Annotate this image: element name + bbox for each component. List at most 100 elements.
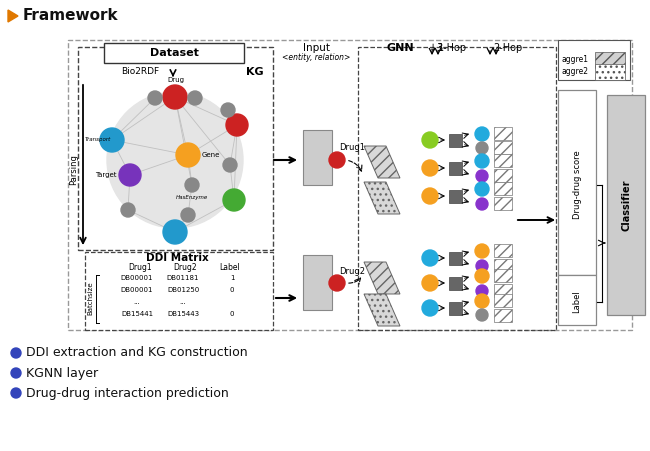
Text: KGNN layer: KGNN layer [26, 367, 98, 379]
Text: ...: ... [179, 299, 187, 305]
Text: Gene: Gene [202, 152, 220, 158]
Text: Drug-drug score: Drug-drug score [573, 151, 582, 219]
Bar [494, 244, 512, 257]
Circle shape [163, 220, 187, 244]
FancyBboxPatch shape [558, 40, 630, 80]
Text: Transport: Transport [84, 138, 111, 143]
Bar [448, 252, 461, 264]
Circle shape [475, 182, 489, 196]
Circle shape [121, 203, 135, 217]
Polygon shape [364, 294, 400, 326]
Text: GNN: GNN [386, 43, 414, 53]
Bar [448, 189, 461, 202]
Text: Drug2: Drug2 [339, 267, 365, 276]
Circle shape [422, 188, 438, 204]
Text: Classifier: Classifier [621, 179, 631, 231]
Text: DB01250: DB01250 [167, 287, 199, 293]
Circle shape [223, 189, 245, 211]
Bar [448, 133, 461, 147]
Text: Drug2: Drug2 [173, 263, 197, 272]
Circle shape [476, 170, 488, 182]
Bar [494, 127, 512, 140]
Circle shape [11, 348, 21, 358]
Bar [494, 197, 512, 210]
FancyBboxPatch shape [104, 43, 244, 63]
Bar [494, 284, 512, 297]
Text: Drug: Drug [168, 77, 185, 83]
Text: Parsing: Parsing [70, 155, 79, 185]
Text: DB00001: DB00001 [121, 275, 153, 281]
FancyBboxPatch shape [85, 252, 273, 330]
Bar [494, 309, 512, 322]
Text: aggre2: aggre2 [562, 68, 589, 77]
Bar [494, 169, 512, 182]
Text: Batchsize: Batchsize [87, 281, 93, 315]
Text: DB15443: DB15443 [167, 311, 199, 317]
Text: Label: Label [220, 263, 240, 272]
Circle shape [181, 208, 195, 222]
Text: DDI Matrix: DDI Matrix [146, 253, 209, 263]
Circle shape [475, 244, 489, 258]
Bar [595, 64, 625, 80]
Text: ...: ... [134, 299, 140, 305]
Circle shape [226, 114, 248, 136]
Text: DDI extraction and KG construction: DDI extraction and KG construction [26, 346, 248, 359]
Circle shape [176, 143, 200, 167]
FancyBboxPatch shape [303, 255, 332, 310]
Circle shape [422, 132, 438, 148]
Bar [494, 294, 512, 307]
Circle shape [11, 368, 21, 378]
Text: 0: 0 [229, 311, 234, 317]
Text: 0: 0 [229, 287, 234, 293]
Text: Drug1: Drug1 [128, 263, 152, 272]
Polygon shape [8, 10, 18, 22]
Bar [494, 259, 512, 272]
Circle shape [476, 309, 488, 321]
FancyBboxPatch shape [558, 275, 596, 325]
Bar [448, 302, 461, 314]
Text: Input: Input [302, 43, 330, 53]
Text: Drug-drug interaction prediction: Drug-drug interaction prediction [26, 387, 229, 400]
Circle shape [476, 198, 488, 210]
Text: DB01181: DB01181 [167, 275, 200, 281]
Bar [494, 141, 512, 154]
Circle shape [422, 250, 438, 266]
Bar [494, 182, 512, 195]
Circle shape [185, 178, 199, 192]
Text: DB00001: DB00001 [121, 287, 153, 293]
FancyBboxPatch shape [303, 130, 332, 185]
Text: <entity, relation>: <entity, relation> [282, 54, 350, 63]
Circle shape [188, 91, 202, 105]
Bar [494, 269, 512, 282]
Text: Drug1: Drug1 [339, 143, 365, 152]
FancyBboxPatch shape [558, 90, 596, 275]
Circle shape [100, 128, 124, 152]
Circle shape [148, 91, 162, 105]
Circle shape [107, 92, 243, 228]
Circle shape [11, 388, 21, 398]
Circle shape [476, 142, 488, 154]
Text: ↓3: ↓3 [429, 43, 443, 53]
Circle shape [329, 275, 345, 291]
Circle shape [422, 300, 438, 316]
Circle shape [476, 285, 488, 297]
Text: Framework: Framework [23, 9, 118, 23]
Bar [448, 276, 461, 290]
Circle shape [163, 85, 187, 109]
Circle shape [221, 103, 235, 117]
Polygon shape [364, 146, 400, 178]
Circle shape [329, 152, 345, 168]
Circle shape [422, 275, 438, 291]
Text: 2-Hop: 2-Hop [493, 43, 523, 53]
Text: KG: KG [246, 67, 264, 77]
Circle shape [422, 160, 438, 176]
Text: Dataset: Dataset [150, 48, 198, 58]
Text: 1: 1 [229, 275, 234, 281]
Bar [494, 154, 512, 167]
Bar [448, 161, 461, 175]
Circle shape [475, 269, 489, 283]
Circle shape [223, 158, 237, 172]
Bar [595, 52, 625, 68]
Text: DB15441: DB15441 [121, 311, 153, 317]
Circle shape [475, 127, 489, 141]
